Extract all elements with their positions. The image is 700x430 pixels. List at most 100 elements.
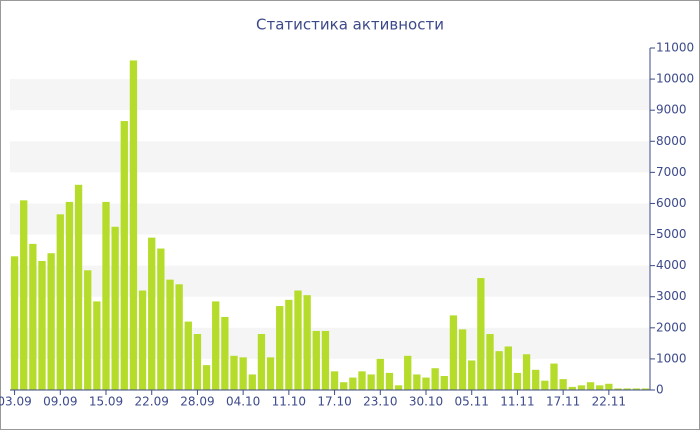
bar [38,260,46,390]
y-tick-label: 4000 [656,258,687,272]
bar [175,284,183,390]
y-tick-label: 8000 [656,134,687,148]
x-tick-label: 09.09 [43,395,77,409]
bar [623,388,631,390]
x-tick-label: 11.11 [500,395,534,409]
bar [184,321,192,390]
bar [276,306,284,390]
y-tick-label: 3000 [656,289,687,303]
bar [577,385,586,390]
bar [559,379,567,390]
chart-title: Статистика активности [256,16,444,34]
bar [367,374,375,390]
y-tick-label: 7000 [656,165,687,179]
bar [532,369,540,390]
bar [458,329,467,390]
grid-band [10,141,650,173]
bar [10,256,19,390]
bar [440,376,448,390]
y-tick-label: 10000 [656,72,694,86]
bar [84,270,92,390]
y-tick-label: 1000 [656,351,687,365]
x-tick-label: 22.11 [592,395,626,409]
bar [102,201,110,390]
bar [294,290,302,390]
bar [138,290,147,390]
bar [266,357,275,390]
bar [157,248,165,390]
bar [257,334,266,390]
bar [212,301,220,390]
bar [230,355,238,390]
bar [504,346,512,390]
y-tick-label: 9000 [656,103,687,117]
bar [248,374,256,390]
x-tick-label: 03.09 [0,395,32,409]
bar [550,363,558,390]
bar [495,351,503,390]
x-tick-label: 15.09 [89,395,123,409]
bar [422,377,430,390]
y-tick-label: 6000 [656,196,687,210]
bar [376,358,384,390]
bar [56,214,64,390]
bar [285,299,293,390]
bar [312,330,320,390]
bar [74,184,83,390]
y-tick-label: 0 [656,383,664,397]
bar [596,385,604,390]
bar [404,355,412,390]
bar [330,371,339,390]
bar [20,200,28,390]
bar [111,226,119,390]
x-tick-label: 17.10 [317,395,351,409]
y-tick-label: 2000 [656,320,687,334]
bar [166,279,174,390]
y-tick-label: 11000 [656,41,694,55]
x-tick-label: 22.09 [135,395,169,409]
x-tick-label: 28.09 [180,395,214,409]
bar [321,330,330,390]
x-tick-label: 17.11 [546,395,580,409]
bar [29,243,37,390]
bar [614,388,622,390]
bar [303,295,311,390]
bar [93,301,101,390]
bar [47,253,55,390]
bar [413,374,421,390]
bar [449,315,458,390]
bar [394,385,403,390]
bar [129,60,138,390]
bar [513,372,522,390]
bar [340,382,348,390]
bar [120,121,128,391]
bar [148,237,156,390]
x-tick-label: 04.10 [226,395,260,409]
x-tick-label: 05.11 [455,395,489,409]
bar [385,372,394,390]
bar [202,365,211,390]
bar [477,278,485,390]
x-tick-label: 30.10 [409,395,443,409]
bar [586,382,595,390]
bar [641,388,650,390]
bar [605,383,613,390]
bar [541,380,549,390]
bar [568,386,576,390]
bar [193,334,202,390]
bar [358,371,366,390]
bar [468,360,476,390]
bar [349,377,357,390]
x-tick-label: 23.10 [363,395,397,409]
bar [522,354,531,390]
bar [632,388,640,390]
bar [486,334,494,390]
y-tick-label: 5000 [656,227,687,241]
grid-band [10,79,650,111]
x-tick-label: 11.10 [272,395,306,409]
bar [239,357,247,390]
bar [65,201,74,390]
bar [221,316,229,390]
bar [431,368,439,390]
